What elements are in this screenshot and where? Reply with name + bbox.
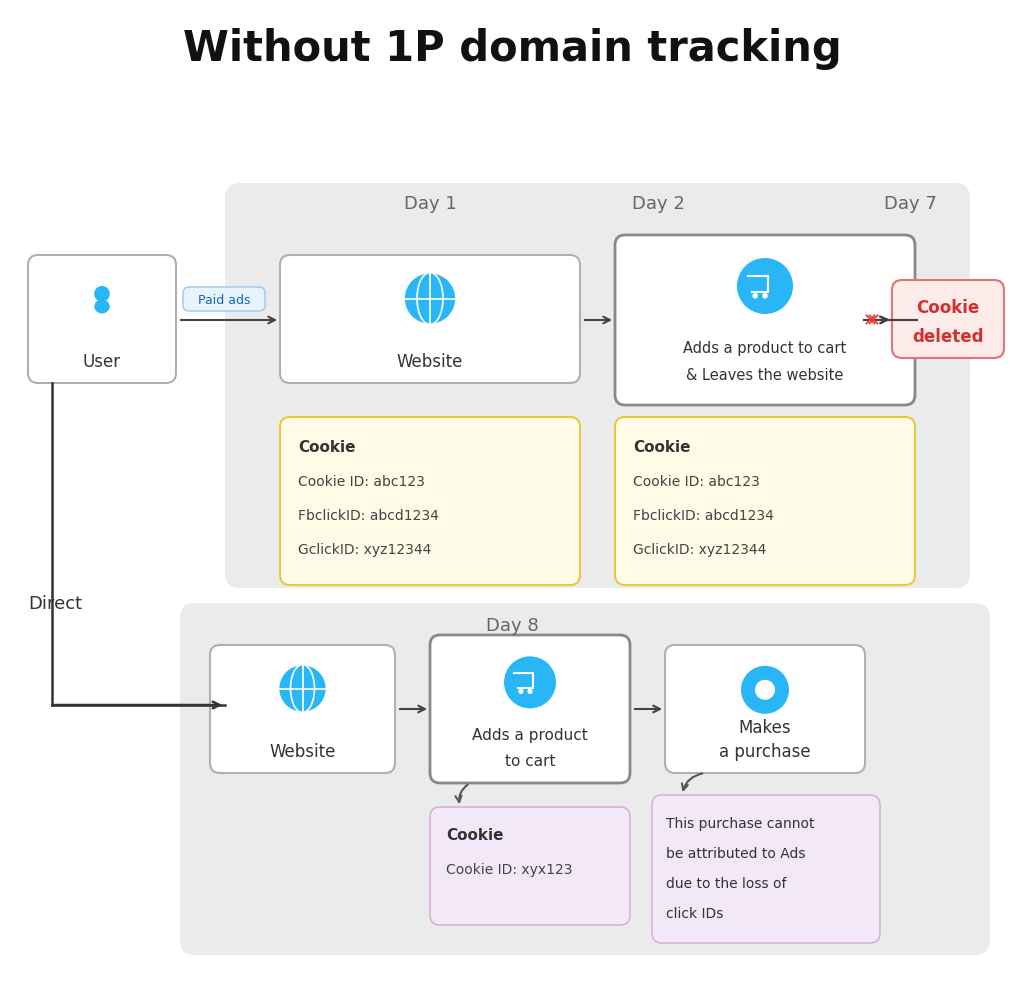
Text: User: User [83,353,121,371]
Text: Day 8: Day 8 [485,617,539,634]
Ellipse shape [94,300,110,314]
FancyBboxPatch shape [210,645,395,773]
FancyBboxPatch shape [280,417,580,586]
FancyBboxPatch shape [183,288,265,312]
Circle shape [753,294,758,299]
Text: be attributed to Ads: be attributed to Ads [666,847,806,861]
Text: Cookie ID: abc123: Cookie ID: abc123 [298,474,425,488]
Text: Day 2: Day 2 [632,195,684,213]
Circle shape [527,689,532,694]
Text: Website: Website [397,353,463,371]
Text: Cookie: Cookie [298,440,355,455]
FancyBboxPatch shape [225,184,970,589]
FancyBboxPatch shape [430,807,630,925]
Text: due to the loss of: due to the loss of [666,877,786,890]
FancyBboxPatch shape [892,281,1004,359]
Text: Cookie: Cookie [916,299,980,317]
Text: This purchase cannot: This purchase cannot [666,816,814,830]
Text: Adds a product: Adds a product [472,727,588,742]
Circle shape [741,666,790,714]
Circle shape [762,294,768,299]
Text: Adds a product to cart: Adds a product to cart [683,340,847,355]
Text: Website: Website [269,742,336,760]
Circle shape [504,657,556,709]
Text: ✕: ✕ [865,312,881,330]
FancyBboxPatch shape [280,256,580,383]
FancyBboxPatch shape [430,635,630,783]
Text: FbclickID: abcd1234: FbclickID: abcd1234 [298,509,439,523]
Circle shape [279,665,327,713]
Text: ✕: ✕ [862,312,878,330]
Circle shape [94,287,110,302]
Text: Direct: Direct [28,595,82,613]
Text: click IDs: click IDs [666,906,723,920]
Text: GclickID: xyz12344: GclickID: xyz12344 [633,543,766,557]
Circle shape [404,273,456,325]
Text: a purchase: a purchase [719,742,811,760]
Text: Cookie ID: abc123: Cookie ID: abc123 [633,474,760,488]
Circle shape [755,680,775,700]
FancyBboxPatch shape [615,417,915,586]
Text: Cookie: Cookie [446,827,504,843]
Text: Cookie ID: xyx123: Cookie ID: xyx123 [446,863,572,877]
Text: Paid ads: Paid ads [198,293,250,306]
FancyBboxPatch shape [615,236,915,405]
Text: Cookie: Cookie [633,440,690,455]
Text: FbclickID: abcd1234: FbclickID: abcd1234 [633,509,774,523]
Text: GclickID: xyz12344: GclickID: xyz12344 [298,543,431,557]
Circle shape [518,689,523,694]
Text: to cart: to cart [505,753,555,768]
Text: & Leaves the website: & Leaves the website [686,367,844,382]
Text: Makes: Makes [738,718,792,736]
FancyBboxPatch shape [652,795,880,943]
Text: Without 1P domain tracking: Without 1P domain tracking [182,28,842,70]
Text: Day 1: Day 1 [403,195,457,213]
FancyBboxPatch shape [665,645,865,773]
Text: Day 7: Day 7 [884,195,936,213]
Circle shape [737,259,793,315]
FancyBboxPatch shape [180,604,990,955]
Text: deleted: deleted [912,328,984,346]
FancyBboxPatch shape [28,256,176,383]
